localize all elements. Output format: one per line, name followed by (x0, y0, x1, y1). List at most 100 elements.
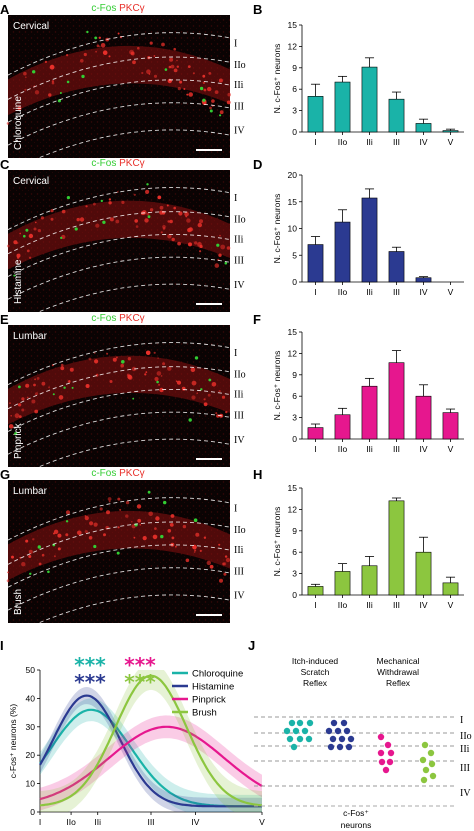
pkc-cell (21, 562, 26, 567)
pkc-cell (211, 382, 217, 387)
pkc-cell (79, 217, 85, 222)
bar-iv (415, 551, 432, 596)
lamina-boundary (7, 256, 231, 300)
lamina-label-iv: IV (234, 435, 245, 446)
bar-i (307, 586, 324, 596)
cfos-dot (292, 727, 300, 735)
fos-cell (13, 274, 16, 277)
pkc-cell (146, 212, 150, 216)
y-tick-label: 9 (292, 526, 297, 536)
x-tick-label-iii: IIi (366, 137, 373, 147)
bar-v (442, 412, 459, 440)
pkc-cell (37, 229, 42, 233)
pkc-cell (137, 46, 140, 50)
bar-iii (388, 98, 405, 133)
cfos-dot (419, 756, 427, 764)
x-tick-label-iii: III (393, 444, 400, 454)
j-lamina-iio: IIo (460, 731, 472, 742)
cfos-dot (306, 719, 314, 727)
x-tick-label-iii: IIi (366, 444, 373, 454)
legend-label-brush: Brush (192, 708, 217, 719)
pkc-cell (48, 93, 52, 97)
pkc-cell (162, 362, 166, 366)
lamina-label-iv: IV (234, 591, 245, 602)
x-tick-label-v: V (448, 137, 454, 147)
pkc-cell (69, 367, 74, 372)
stain-legend: c-Fos PKCγ (91, 3, 144, 14)
y-tick-label: 3 (292, 569, 297, 579)
y-tick-label: 3 (292, 413, 297, 423)
pkc-cell (85, 205, 88, 208)
y-tick-label: 20 (288, 170, 298, 180)
fos-cell (60, 236, 63, 239)
bar-chart-h: H 0 3 6 9 12 15 N. c-Fos⁺ neurons I IIo IIi III IV V (253, 467, 464, 610)
pkc-cell (99, 507, 103, 511)
bar-iii (388, 500, 405, 596)
bar-v (442, 130, 459, 133)
pkc-cell (175, 545, 177, 548)
fos-cell (199, 86, 204, 91)
pkc-cell (221, 395, 226, 399)
pkc-cell (93, 202, 96, 206)
cfos-dot (387, 749, 395, 757)
pkc-cell (173, 68, 178, 73)
pkc-cell (155, 516, 160, 521)
fos-cell (216, 243, 220, 247)
pkc-cell (168, 65, 172, 69)
cfos-dot (288, 719, 296, 727)
pkc-cell (202, 81, 206, 85)
x-tick-label-i: I (314, 287, 316, 297)
pkc-cell (94, 359, 99, 364)
y-tick-label: 12 (288, 504, 298, 514)
y-tick-label: 9 (292, 370, 297, 380)
x-tick-label-i: I (39, 817, 41, 827)
pkc-cell (34, 409, 39, 414)
cfos-dot (327, 743, 335, 751)
y-axis-label: N. c-Fos⁺ neurons (272, 44, 282, 114)
pkc-cell (177, 241, 182, 246)
cfos-dot (386, 758, 394, 766)
x-tick-label-iv: IV (191, 817, 199, 827)
pkc-cell (131, 366, 137, 372)
fos-cell (81, 74, 85, 79)
pkc-cell (85, 384, 90, 388)
cfos-dot (384, 741, 392, 749)
y-tick-label: 6 (292, 547, 297, 557)
y-tick-label: 15 (288, 483, 298, 493)
lamina-boundary (7, 497, 231, 541)
pkc-cell (196, 392, 198, 395)
fos-cell (74, 227, 78, 231)
band-brush (40, 670, 262, 812)
x-tick-label-v: V (448, 287, 454, 297)
fos-cell (63, 386, 66, 389)
scratch-title-line-2: Scratch (301, 667, 330, 677)
lamina-boundary (7, 342, 231, 386)
x-tick-label-iio: IIo (338, 137, 348, 147)
pkc-cell (25, 385, 28, 388)
stimulus-label: Pinprick (13, 422, 24, 459)
pkc-cell (162, 227, 166, 230)
cfos-dot (283, 727, 291, 735)
fos-cell (18, 385, 21, 389)
pkc-cell (11, 555, 14, 559)
legend-label-chloroquine: Chloroquine (192, 669, 243, 680)
fos-cell (209, 109, 213, 113)
legend-label-histamine: Histamine (192, 682, 234, 693)
x-tick-label-v: V (259, 817, 265, 827)
pkc-cell (57, 547, 61, 551)
pkc-cell (88, 357, 92, 361)
y-axis-label: N. c-Fos⁺ neurons (272, 507, 282, 577)
fos-cell (219, 114, 222, 117)
pkc-cell (35, 221, 37, 224)
lamina-boundary (7, 79, 231, 123)
bar-iii (361, 565, 378, 596)
pkc-cell (178, 211, 183, 216)
lamina-label-i: I (234, 193, 237, 204)
bar-iii (361, 385, 378, 440)
pkc-cell (93, 522, 98, 527)
lamina-label-iv: IV (234, 280, 245, 291)
pkc-cell (106, 510, 110, 515)
pkc-cell (153, 74, 158, 78)
fos-cell (200, 388, 203, 391)
cfos-dot (296, 735, 304, 743)
